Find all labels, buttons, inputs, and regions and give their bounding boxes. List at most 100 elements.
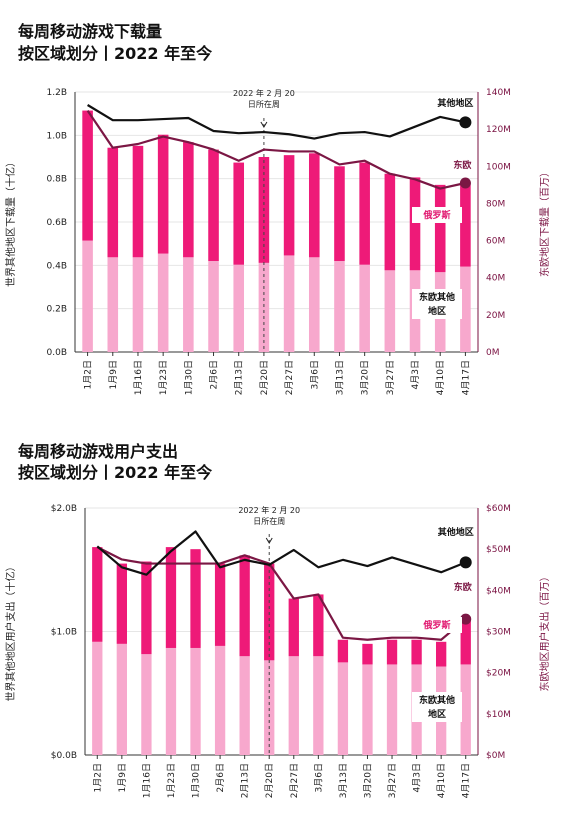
x-tick-label: 1月30日 <box>183 360 194 395</box>
bar-russia <box>308 153 320 258</box>
eastern-europe-other-label-box <box>412 692 462 722</box>
eastern-europe-other-label: 地区 <box>428 708 446 720</box>
bar-eastern-europe-other <box>308 257 320 352</box>
bar-russia <box>208 149 219 261</box>
bar-russia <box>165 547 177 648</box>
bar-eastern-europe-other <box>337 662 349 755</box>
y-tick-label: 0.8B <box>47 175 68 185</box>
x-tick-label: 1月2日 <box>92 763 103 792</box>
annotation-arrow <box>260 121 268 128</box>
russia-label: 俄罗斯 <box>422 209 450 221</box>
bar-eastern-europe-other <box>165 647 177 755</box>
annotation-label: 2022 年 2 月 20 <box>238 505 300 515</box>
y2-tick-label: $10M <box>486 710 511 720</box>
annotation-label: 2022 年 2 月 20 <box>233 88 295 98</box>
y2-tick-label: 20M <box>486 311 505 321</box>
chart2-title-line2: 按区域划分丨2022 年至今 <box>18 463 213 482</box>
x-tick-label: 4月3日 <box>412 763 423 792</box>
x-tick-label: 1月9日 <box>108 360 119 389</box>
bar-eastern-europe-other <box>233 264 245 352</box>
x-tick-label: 2月20日 <box>264 763 275 798</box>
y2-tick-label: $40M <box>486 586 511 596</box>
bar-eastern-europe-other <box>359 264 370 352</box>
x-tick-label: 2月20日 <box>259 360 270 395</box>
eastern-europe-other-label: 东欧其他 <box>419 291 455 303</box>
rest-of-world-endpoint <box>459 556 472 569</box>
bar-eastern-europe-other <box>362 664 373 755</box>
bar-russia <box>411 639 422 665</box>
bar-eastern-europe-other <box>460 664 471 755</box>
x-tick-label: 4月3日 <box>410 360 421 389</box>
eastern-europe-endpoint <box>460 613 472 625</box>
downloads-chart: 0.0B 0.2B 0.4B 0.6B 0.8B 1.0B 1.2B 0M 20M 40M 60M 8… <box>4 88 551 395</box>
y-tick-label: 0.4B <box>47 261 68 271</box>
eastern-europe-line <box>86 109 466 190</box>
bar-russia <box>435 641 447 667</box>
bar-eastern-europe-other <box>239 656 250 755</box>
bar-eastern-europe-other <box>82 240 93 352</box>
bar-russia <box>183 142 194 258</box>
x-tick-label: 2月13日 <box>234 360 245 395</box>
bar-russia <box>283 155 295 256</box>
bar-russia <box>288 598 299 657</box>
x-tick-label: 2月6日 <box>215 763 226 792</box>
y2-tick-label: 0M <box>486 348 500 358</box>
eastern-europe-other-label: 地区 <box>428 305 446 317</box>
y2-tick-label: 100M <box>486 162 511 172</box>
chart1-title-line2: 按区域划分丨2022 年至今 <box>18 44 213 63</box>
bar-russia <box>384 173 396 271</box>
bar-eastern-europe-other <box>313 656 324 755</box>
eastern-europe-endpoint <box>459 177 471 189</box>
russia-label: 俄罗斯 <box>422 619 450 631</box>
bar-russia <box>141 561 152 655</box>
x-tick-label: 2月27日 <box>289 763 300 798</box>
bar-eastern-europe-other <box>132 257 144 352</box>
spending-chart: $0.0B $1.0B $2.0B $0M $10M $20M $30M $40M $50M $6… <box>4 504 551 798</box>
bar-russia <box>409 177 421 271</box>
rest-of-world-endpoint <box>459 116 472 129</box>
y2-axis-title: 东欧地区用户支出（百万） <box>538 572 551 692</box>
russia-label-box <box>412 617 462 633</box>
bar-russia <box>107 147 119 258</box>
x-tick-label: 1月23日 <box>158 360 169 395</box>
x-tick-label: 3月27日 <box>385 360 396 395</box>
y-tick-label: $1.0B <box>51 628 77 638</box>
x-tick-label: 4月17日 <box>460 360 471 395</box>
eastern-europe-other-label: 东欧其他 <box>419 694 455 706</box>
y2-tick-label: $20M <box>486 669 511 679</box>
bar-eastern-europe-other <box>107 257 119 352</box>
bar-russia <box>157 134 169 254</box>
x-tick-label: 4月17日 <box>461 763 472 798</box>
y2-axis-title: 东欧地区下载量（百万） <box>538 167 551 277</box>
chart1-title-line1: 每周移动游戏下载量 <box>18 22 163 41</box>
bar-eastern-europe-other <box>157 253 169 352</box>
y2-tick-label: $50M <box>486 545 511 555</box>
eastern-europe-line <box>96 546 467 641</box>
bar-eastern-europe-other <box>264 660 275 755</box>
bar-eastern-europe-other <box>214 645 226 755</box>
bar-eastern-europe-other <box>386 664 398 755</box>
bar-eastern-europe-other <box>116 643 128 755</box>
x-tick-label: 3月13日 <box>338 763 349 798</box>
russia-label-box <box>412 207 462 223</box>
bar-russia <box>337 639 349 663</box>
y2-tick-label: 140M <box>486 88 511 98</box>
bar-russia <box>92 547 103 642</box>
bar-russia <box>82 110 93 241</box>
bar-russia <box>239 555 250 657</box>
annotation-arrow <box>265 537 273 544</box>
x-tick-label: 1月2日 <box>83 360 94 389</box>
y-tick-label: 0.6B <box>47 218 68 228</box>
x-tick-label: 3月20日 <box>362 763 373 798</box>
x-tick-label: 3月27日 <box>387 763 398 798</box>
annotation-label: 日所在周 <box>248 99 280 109</box>
x-tick-label: 1月23日 <box>166 763 177 798</box>
y2-tick-label: $0M <box>486 751 505 761</box>
bar-eastern-europe-other <box>183 257 194 352</box>
x-tick-label: 4月10日 <box>436 763 447 798</box>
x-tick-label: 1月30日 <box>191 763 202 798</box>
bar-eastern-europe-other <box>334 261 345 352</box>
x-tick-label: 2月27日 <box>284 360 295 395</box>
x-tick-label: 1月16日 <box>141 763 152 798</box>
y-tick-label: 1.0B <box>47 131 68 141</box>
